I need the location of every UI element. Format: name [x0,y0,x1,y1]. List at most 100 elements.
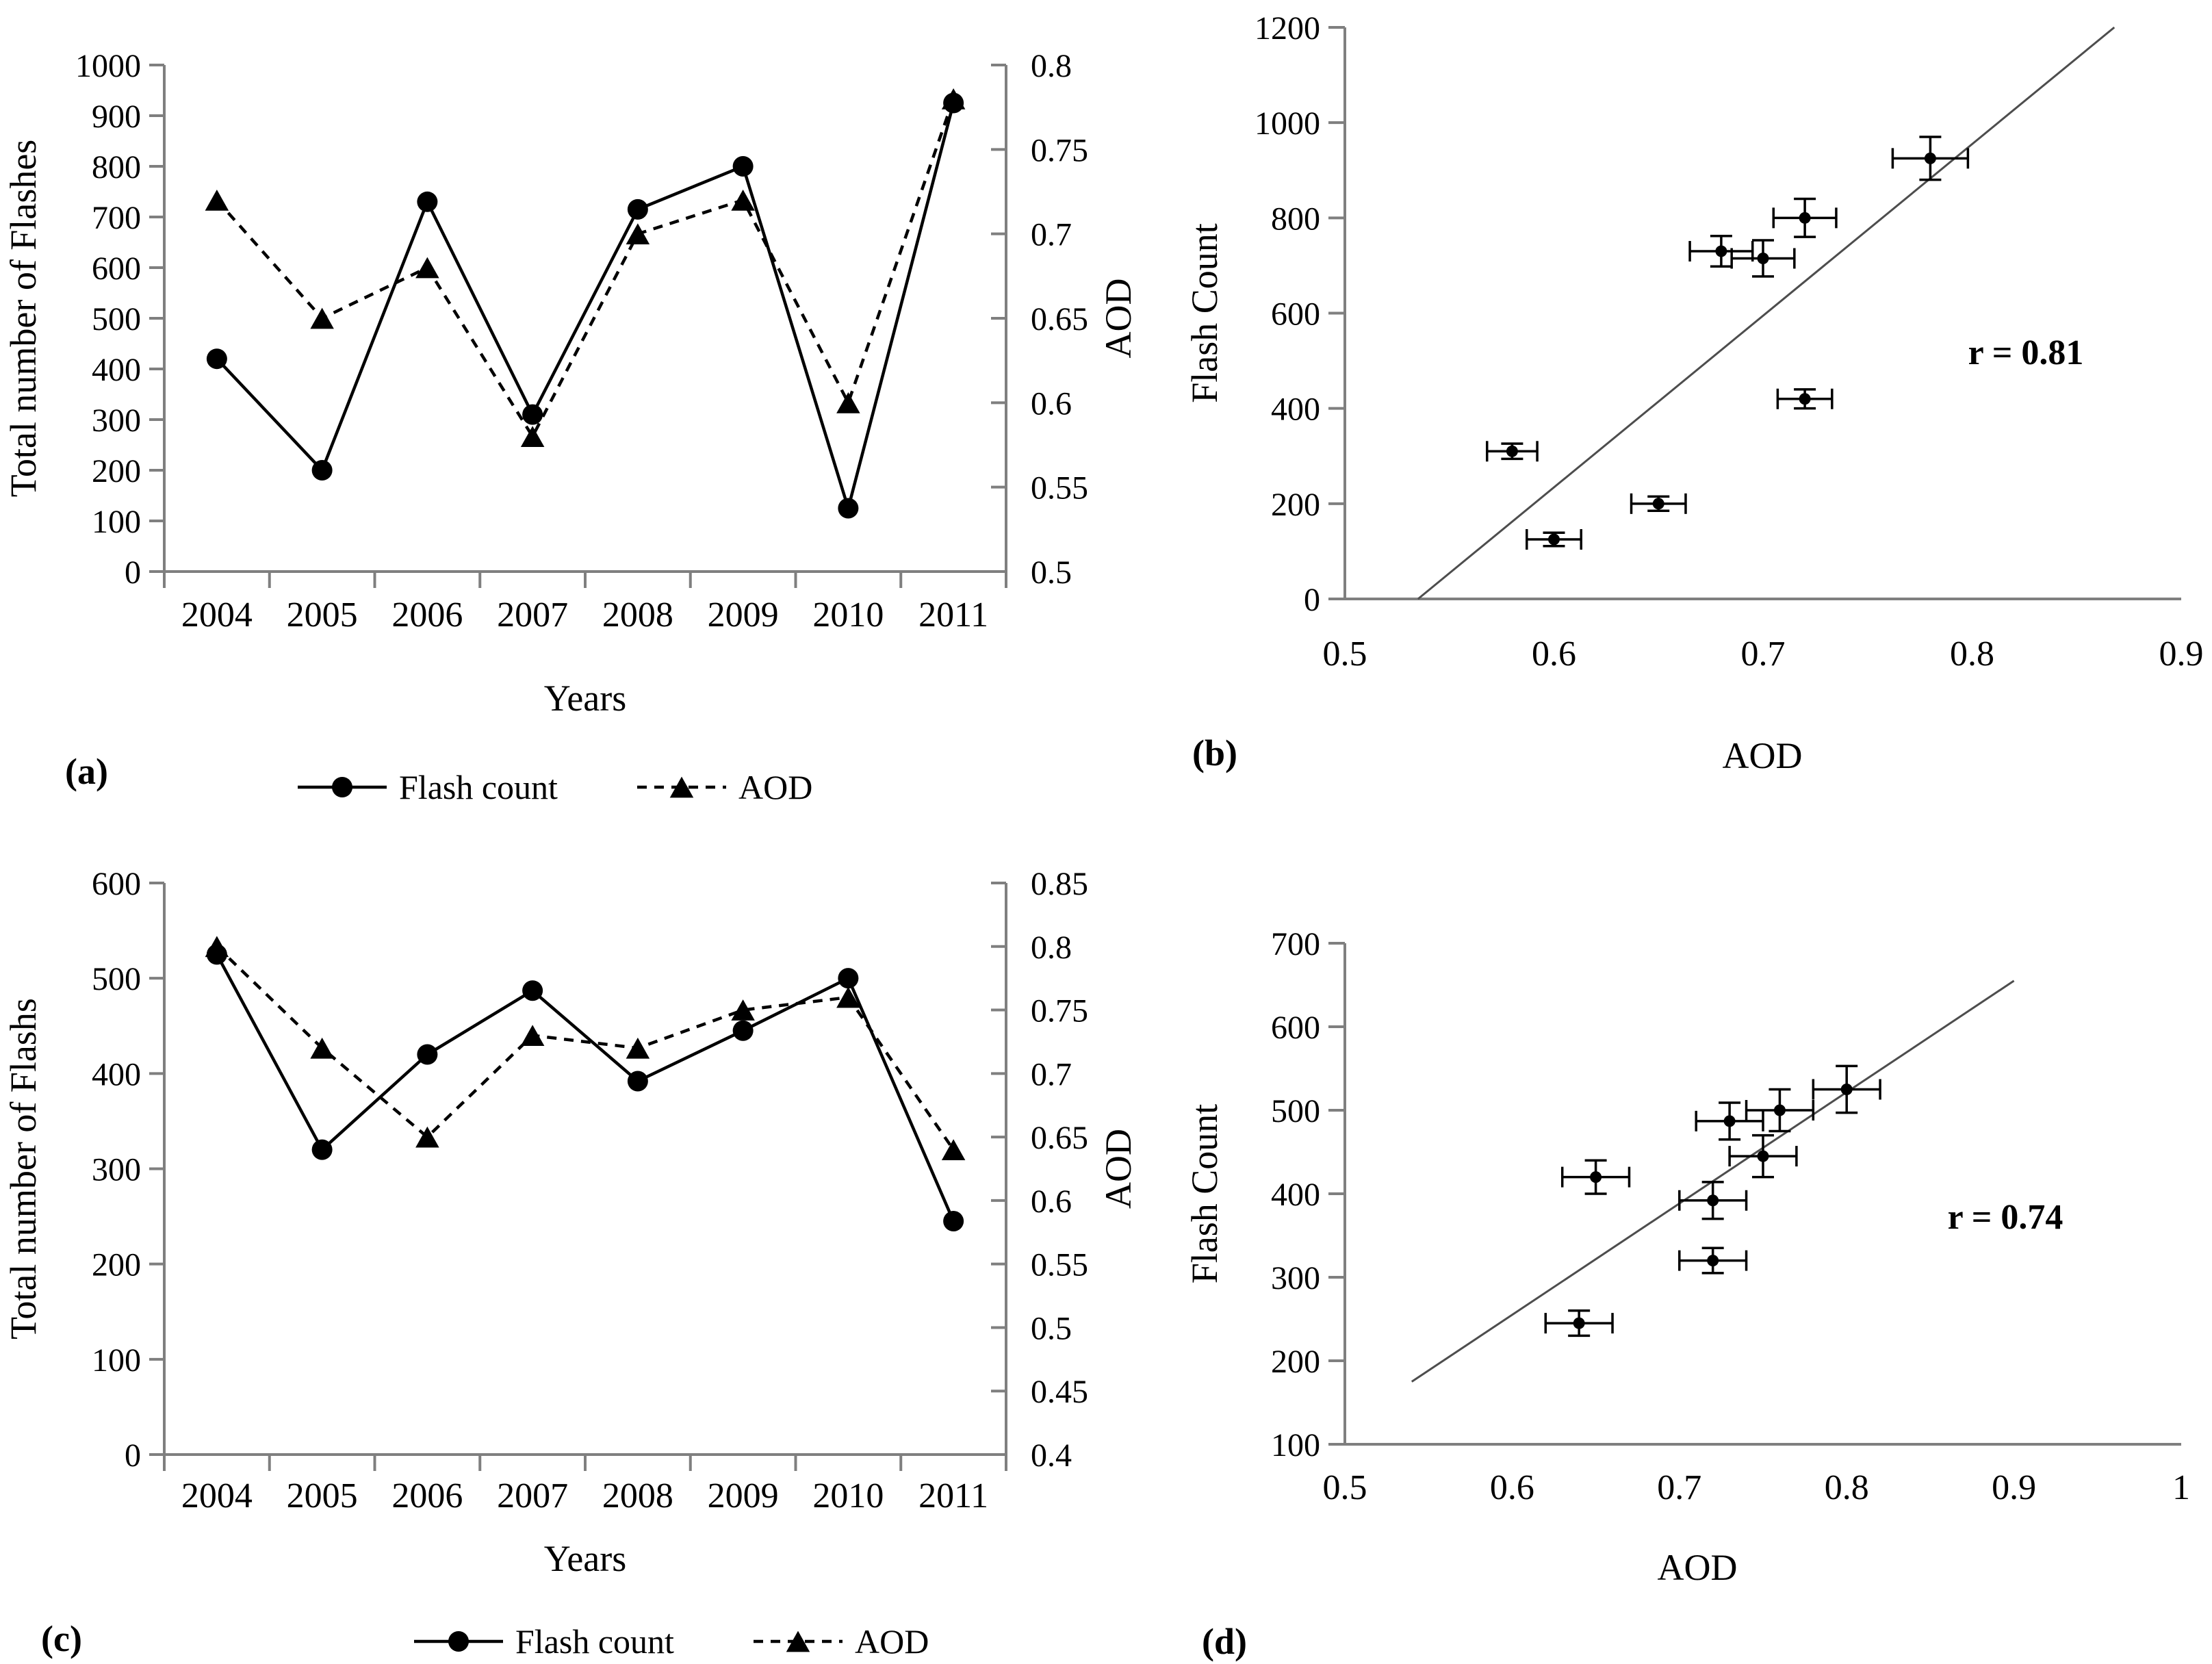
data-point-with-error-bars [1891,136,1970,181]
legend-label: Flash count [515,1622,674,1661]
x-tick-label-year: 2007 [497,1476,568,1515]
data-point-marker [1573,1317,1585,1329]
x-axis-title: AOD [1658,1547,1738,1588]
legend: Flash count AOD [298,768,812,806]
data-point-circle [627,199,648,220]
data-point-marker [1590,1171,1602,1183]
data-point-triangle [941,88,966,110]
series-line [215,953,955,1222]
legend-label: Flash count [399,768,558,806]
x-tick-label: 1 [2172,1468,2190,1507]
x-tick-label-year: 2009 [708,596,779,635]
y-left-tick-label: 400 [92,352,141,388]
data-point-circle [417,191,438,212]
x-axis-title: Years [544,1538,627,1579]
series-flash-count [206,92,964,519]
panel-letter: (b) [1192,732,1237,773]
data-point-circle [627,1071,648,1092]
y-right-tick-label: 0.85 [1031,866,1088,902]
data-point-triangle [626,223,650,245]
x-tick-label-year: 2004 [181,596,253,635]
data-point-marker [1506,445,1518,457]
data-point-triangle [731,189,755,211]
x-tick-label: 0.9 [1992,1468,2036,1507]
data-point-with-error-bars [1678,1181,1748,1220]
y-right-tick-label: 0.55 [1031,470,1088,507]
data-point-marker [1723,1115,1736,1127]
y-left-tick-label: 1000 [75,48,141,84]
y-right-tick-label: 0.4 [1031,1437,1072,1474]
y-right-tick-label: 0.45 [1031,1374,1088,1410]
data-point-marker [1799,212,1811,224]
y-left-tick-label: 100 [92,504,141,540]
panel-b: 0 200 400 600 800 1000 1200 0.5 0.6 0.7 0.8 0.9 AOD F… [1184,10,2204,776]
x-tick-label: 0.8 [1950,635,1994,674]
y-tick-label: 700 [1271,926,1320,962]
data-point-circle [206,348,227,370]
axes: 0 100 200 300 400 500 600 0.4 0.45 0.5 0.55 0.6 0.65… [92,866,1088,1515]
data-point-circle [943,1211,964,1232]
y-axis-title: Flash Count [1184,1104,1225,1284]
y-right-tick-label: 0.6 [1031,385,1072,422]
data-point-triangle [205,936,229,958]
series-line [216,945,955,1151]
data-point-with-error-bars [1630,493,1687,514]
x-tick-label-year: 2010 [812,1476,884,1515]
scatter-points [1485,136,1970,550]
x-tick-label-year: 2006 [391,1476,463,1515]
data-point-marker [1757,252,1769,264]
data-point-with-error-bars [1776,388,1834,410]
y-right-tick-label: 0.8 [1031,48,1072,84]
y-right-tick-label: 0.5 [1031,1310,1072,1346]
x-tick-label-year: 2009 [708,1476,779,1515]
data-point-marker [1757,1150,1769,1162]
legend-marker-circle [448,1631,469,1652]
y-tick-label: 200 [1271,487,1320,523]
y-tick-label: 0 [1304,582,1320,618]
y-tick-label: 800 [1271,201,1320,237]
data-point-triangle [415,1126,439,1148]
x-tick-label: 0.6 [1490,1468,1534,1507]
y-axis-title: Flash Count [1184,223,1225,403]
data-point-triangle [205,189,229,211]
y-left-tick-label: 200 [92,1247,141,1283]
y-right-axis-title: AOD [1098,1129,1139,1209]
scatter-points [1544,1064,1881,1337]
x-tick-label: 0.9 [2159,635,2204,674]
x-axis-title: Years [544,678,627,719]
y-tick-label: 1200 [1255,10,1320,47]
data-point-with-error-bars [1812,1064,1881,1114]
series-aod [205,936,966,1161]
panel-d: 100 200 300 400 500 600 700 0.5 0.6 0.7 0.8 0.9 1 AOD… [1184,926,2190,1662]
x-tick-label: 0.8 [1825,1468,1869,1507]
data-point-marker [1799,393,1811,405]
y-right-tick-label: 0.75 [1031,132,1088,168]
data-point-triangle [731,999,755,1021]
trend-line [1417,26,2115,600]
series-line [216,98,955,440]
y-left-tick-label: 0 [125,1437,141,1474]
x-tick-label-year: 2011 [918,596,988,635]
x-tick-label: 0.5 [1323,1468,1367,1507]
x-tick-label-year: 2005 [287,596,358,635]
data-point-marker [1773,1104,1786,1116]
axes: 0 100 200 300 400 500 600 700 800 900 1000 0.5 0.55 0… [75,48,1088,635]
data-point-marker [1652,498,1664,510]
data-point-circle [311,1139,333,1160]
data-point-marker [1840,1084,1853,1095]
data-point-triangle [310,307,334,329]
y-left-tick-label: 500 [92,961,141,997]
y-right-tick-label: 0.5 [1031,554,1072,591]
data-point-triangle [626,1037,650,1059]
x-axis-title: AOD [1723,735,1803,776]
data-point-circle [732,156,754,177]
y-right-axis-title: AOD [1098,279,1139,359]
data-point-with-error-bars [1772,197,1838,238]
x-tick-label: 0.6 [1532,635,1576,674]
x-tick-label-year: 2008 [602,596,673,635]
y-left-tick-label: 500 [92,301,141,337]
data-point-marker [1548,533,1560,546]
y-tick-label: 100 [1271,1427,1320,1463]
data-point-triangle [415,257,439,279]
